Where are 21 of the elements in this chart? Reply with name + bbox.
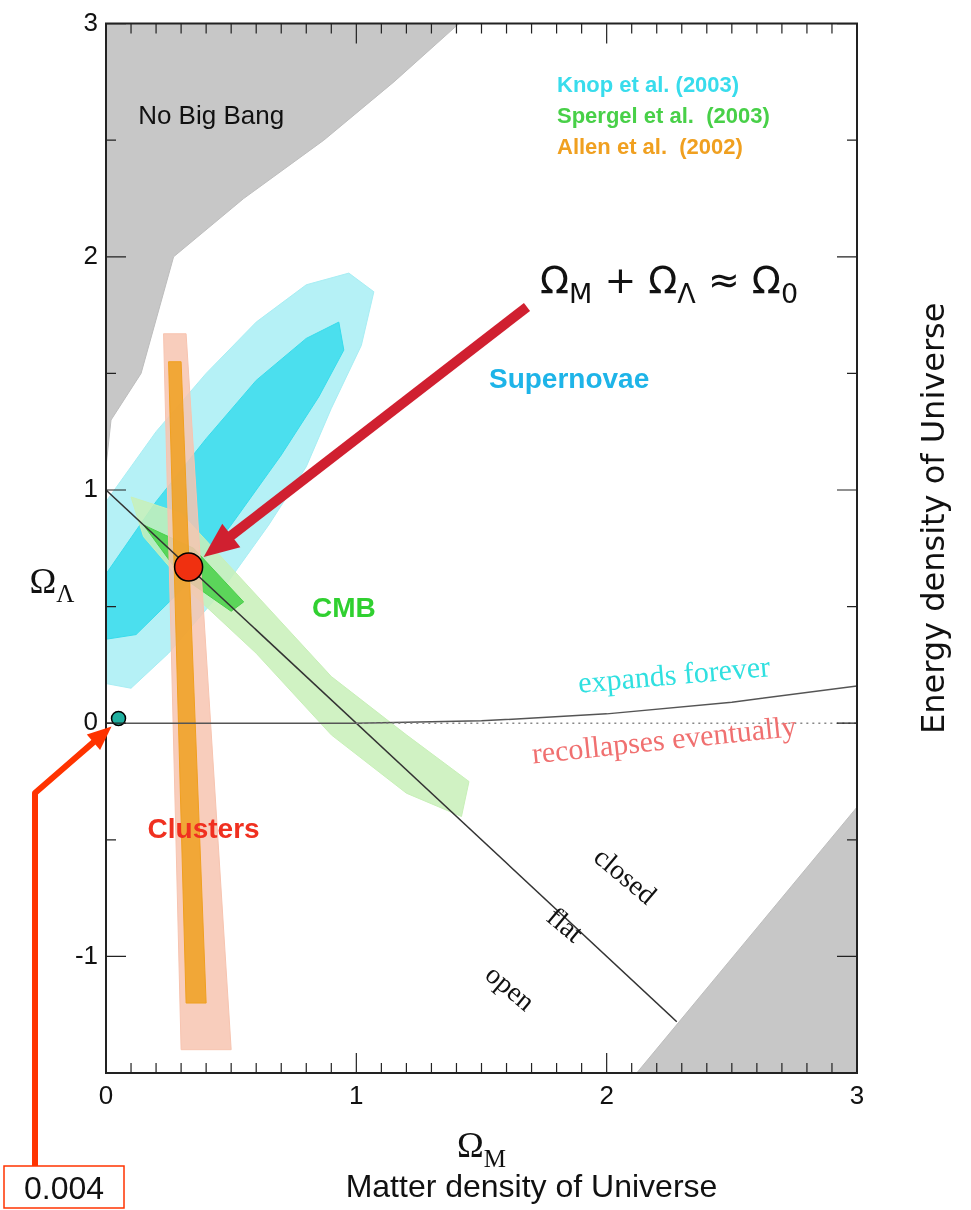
x-tick-label: 2 bbox=[599, 1079, 614, 1110]
annotation: flat bbox=[541, 900, 590, 949]
annotation: expands forever bbox=[576, 649, 772, 699]
annotation: Supernovae bbox=[488, 363, 650, 395]
annotation: CMB bbox=[311, 591, 376, 623]
text: Spergel et al. (2003) bbox=[557, 102, 770, 128]
y-tick-label: 3 bbox=[83, 6, 98, 37]
y-tick-label: 2 bbox=[83, 239, 98, 270]
text: Knop et al. (2003) bbox=[557, 71, 740, 97]
y-tick-label: 1 bbox=[83, 473, 98, 504]
x-tick-label: 3 bbox=[849, 1079, 865, 1110]
text: Energy density of Universe bbox=[914, 302, 953, 735]
x-tick-label: 1 bbox=[349, 1079, 364, 1110]
annotation: No Big Bang bbox=[138, 100, 285, 131]
text: Allen et al. (2002) bbox=[557, 133, 743, 159]
text: 0.004 bbox=[23, 1169, 105, 1206]
annotation: recollapses eventually bbox=[530, 708, 798, 770]
y-tick-label: 0 bbox=[83, 706, 98, 737]
text: Matter density of Universe bbox=[345, 1167, 718, 1204]
annotation: open bbox=[479, 958, 542, 1017]
y-tick-label: -1 bbox=[74, 939, 98, 970]
